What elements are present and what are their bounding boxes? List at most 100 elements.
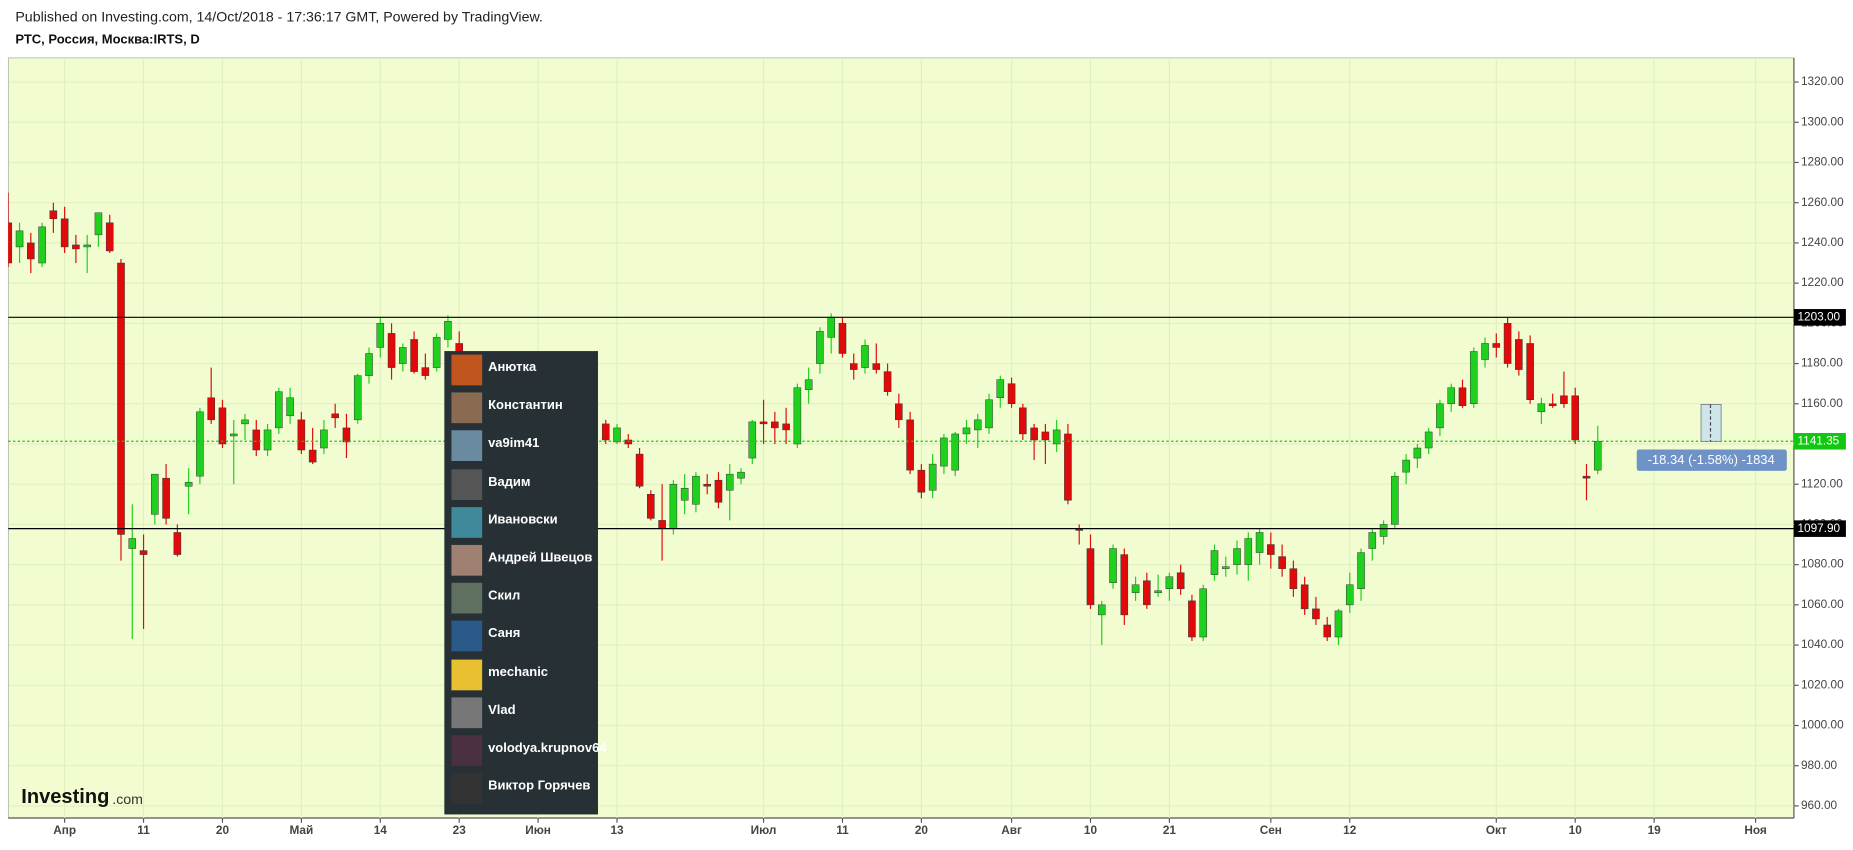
x-tick-label: Апр (53, 823, 76, 837)
candle-body (320, 429, 328, 449)
candle-body (1199, 588, 1207, 638)
user-row[interactable]: Андрей Швецов (444, 541, 598, 579)
candle-body (252, 429, 261, 451)
candle-body (804, 379, 813, 390)
user-row[interactable]: Саня (444, 618, 598, 656)
candle-body (1244, 538, 1253, 565)
candle-body (444, 321, 452, 340)
candle-body (218, 407, 227, 445)
candle-body (49, 210, 58, 220)
candle-body (1357, 552, 1365, 590)
user-row[interactable]: Анютка (444, 351, 598, 389)
user-list: Анютка Константин va9im41 Вадим Ивановски Анд… (444, 351, 607, 815)
logo-name: Investing (21, 786, 109, 808)
candle-body (60, 218, 69, 248)
avatar (451, 468, 483, 500)
x-tick-label: 21 (1163, 823, 1177, 837)
candle-body (1221, 566, 1230, 569)
candle-body (1019, 407, 1027, 435)
candle-body (229, 433, 238, 437)
candle-body (410, 339, 418, 372)
candle-body (1413, 447, 1422, 459)
candle-body (1582, 475, 1591, 479)
candle-body (883, 371, 892, 392)
candle-body (1210, 550, 1219, 575)
candle-body (1131, 584, 1140, 594)
candle-body (275, 391, 283, 429)
user-row[interactable]: va9im41 (444, 427, 598, 465)
candle-body (1391, 475, 1399, 525)
user-row[interactable]: Виктор Горячев (444, 770, 598, 808)
x-tick-label: 19 (1648, 823, 1662, 837)
plot-area (7, 57, 1795, 819)
candle-body (1503, 323, 1512, 364)
candle-body (308, 449, 317, 463)
candle-body (1368, 532, 1377, 549)
x-tick-label: 13 (610, 823, 624, 837)
candle-body (83, 244, 91, 248)
candle-body (1345, 584, 1354, 606)
x-tick-label: 20 (216, 823, 230, 837)
y-tick-label: 960.00 (1801, 798, 1838, 812)
candle-body (816, 331, 824, 364)
user-row[interactable]: Скил (444, 579, 598, 617)
candle-body (128, 538, 137, 549)
candle-body (399, 347, 407, 364)
x-tick-label: 10 (1569, 823, 1583, 837)
candle-body (613, 427, 621, 443)
user-row[interactable]: volodya.krupnov64 (444, 732, 607, 770)
user-name: Саня (488, 626, 521, 642)
candle-body (1548, 403, 1557, 407)
candle-body (72, 244, 80, 250)
user-name: Ивановски (488, 512, 558, 527)
logo: Investing .com (21, 786, 143, 808)
user-row[interactable]: Vlad (444, 694, 598, 732)
candle-body (173, 532, 182, 555)
candle-body (1109, 548, 1117, 583)
y-tick-label: 1260.00 (1801, 195, 1844, 209)
candle-body (1447, 387, 1455, 405)
user-row[interactable]: Константин (444, 389, 598, 427)
candle-body (1402, 459, 1410, 473)
candle-body (703, 483, 711, 487)
candle-body (895, 403, 903, 421)
candle-body (1030, 427, 1038, 441)
candle-body (647, 494, 655, 519)
user-row[interactable]: mechanic (444, 656, 598, 694)
user-name: Скил (488, 588, 521, 604)
candle-body (1481, 343, 1489, 360)
candle-body (1165, 576, 1174, 590)
user-name: Вадим (488, 474, 531, 489)
level-label: 1097.90 (1797, 521, 1840, 535)
avatar (451, 506, 483, 538)
candle-body (1064, 433, 1072, 501)
avatar (451, 430, 483, 462)
candle-body (906, 419, 914, 471)
candle-body (1120, 554, 1129, 616)
user-name: va9im41 (488, 436, 540, 451)
user-name: Vlad (488, 703, 516, 718)
avatar (451, 582, 483, 614)
candle-body (1515, 339, 1523, 370)
candle-body (8, 222, 13, 264)
candle-body (1492, 343, 1501, 348)
candle-body (376, 323, 385, 348)
y-tick-label: 1180.00 (1801, 356, 1843, 370)
candle-body (1334, 610, 1343, 638)
candle-body (1469, 351, 1478, 405)
user-name: Андрей Швецов (488, 550, 593, 566)
candle-body (387, 333, 396, 368)
user-row[interactable]: Вадим (444, 465, 598, 503)
candle-body (1154, 590, 1162, 594)
candle-body (973, 419, 982, 431)
y-tick-label: 1120.00 (1801, 476, 1843, 490)
candle-body (759, 421, 768, 425)
candle-body (793, 387, 802, 445)
x-tick-label: 14 (374, 823, 388, 837)
candle-body (849, 363, 858, 370)
user-row[interactable]: Ивановски (444, 503, 598, 541)
y-tick-label: 1280.00 (1801, 155, 1844, 169)
candle-body (782, 423, 790, 431)
candle-body (1233, 548, 1241, 565)
